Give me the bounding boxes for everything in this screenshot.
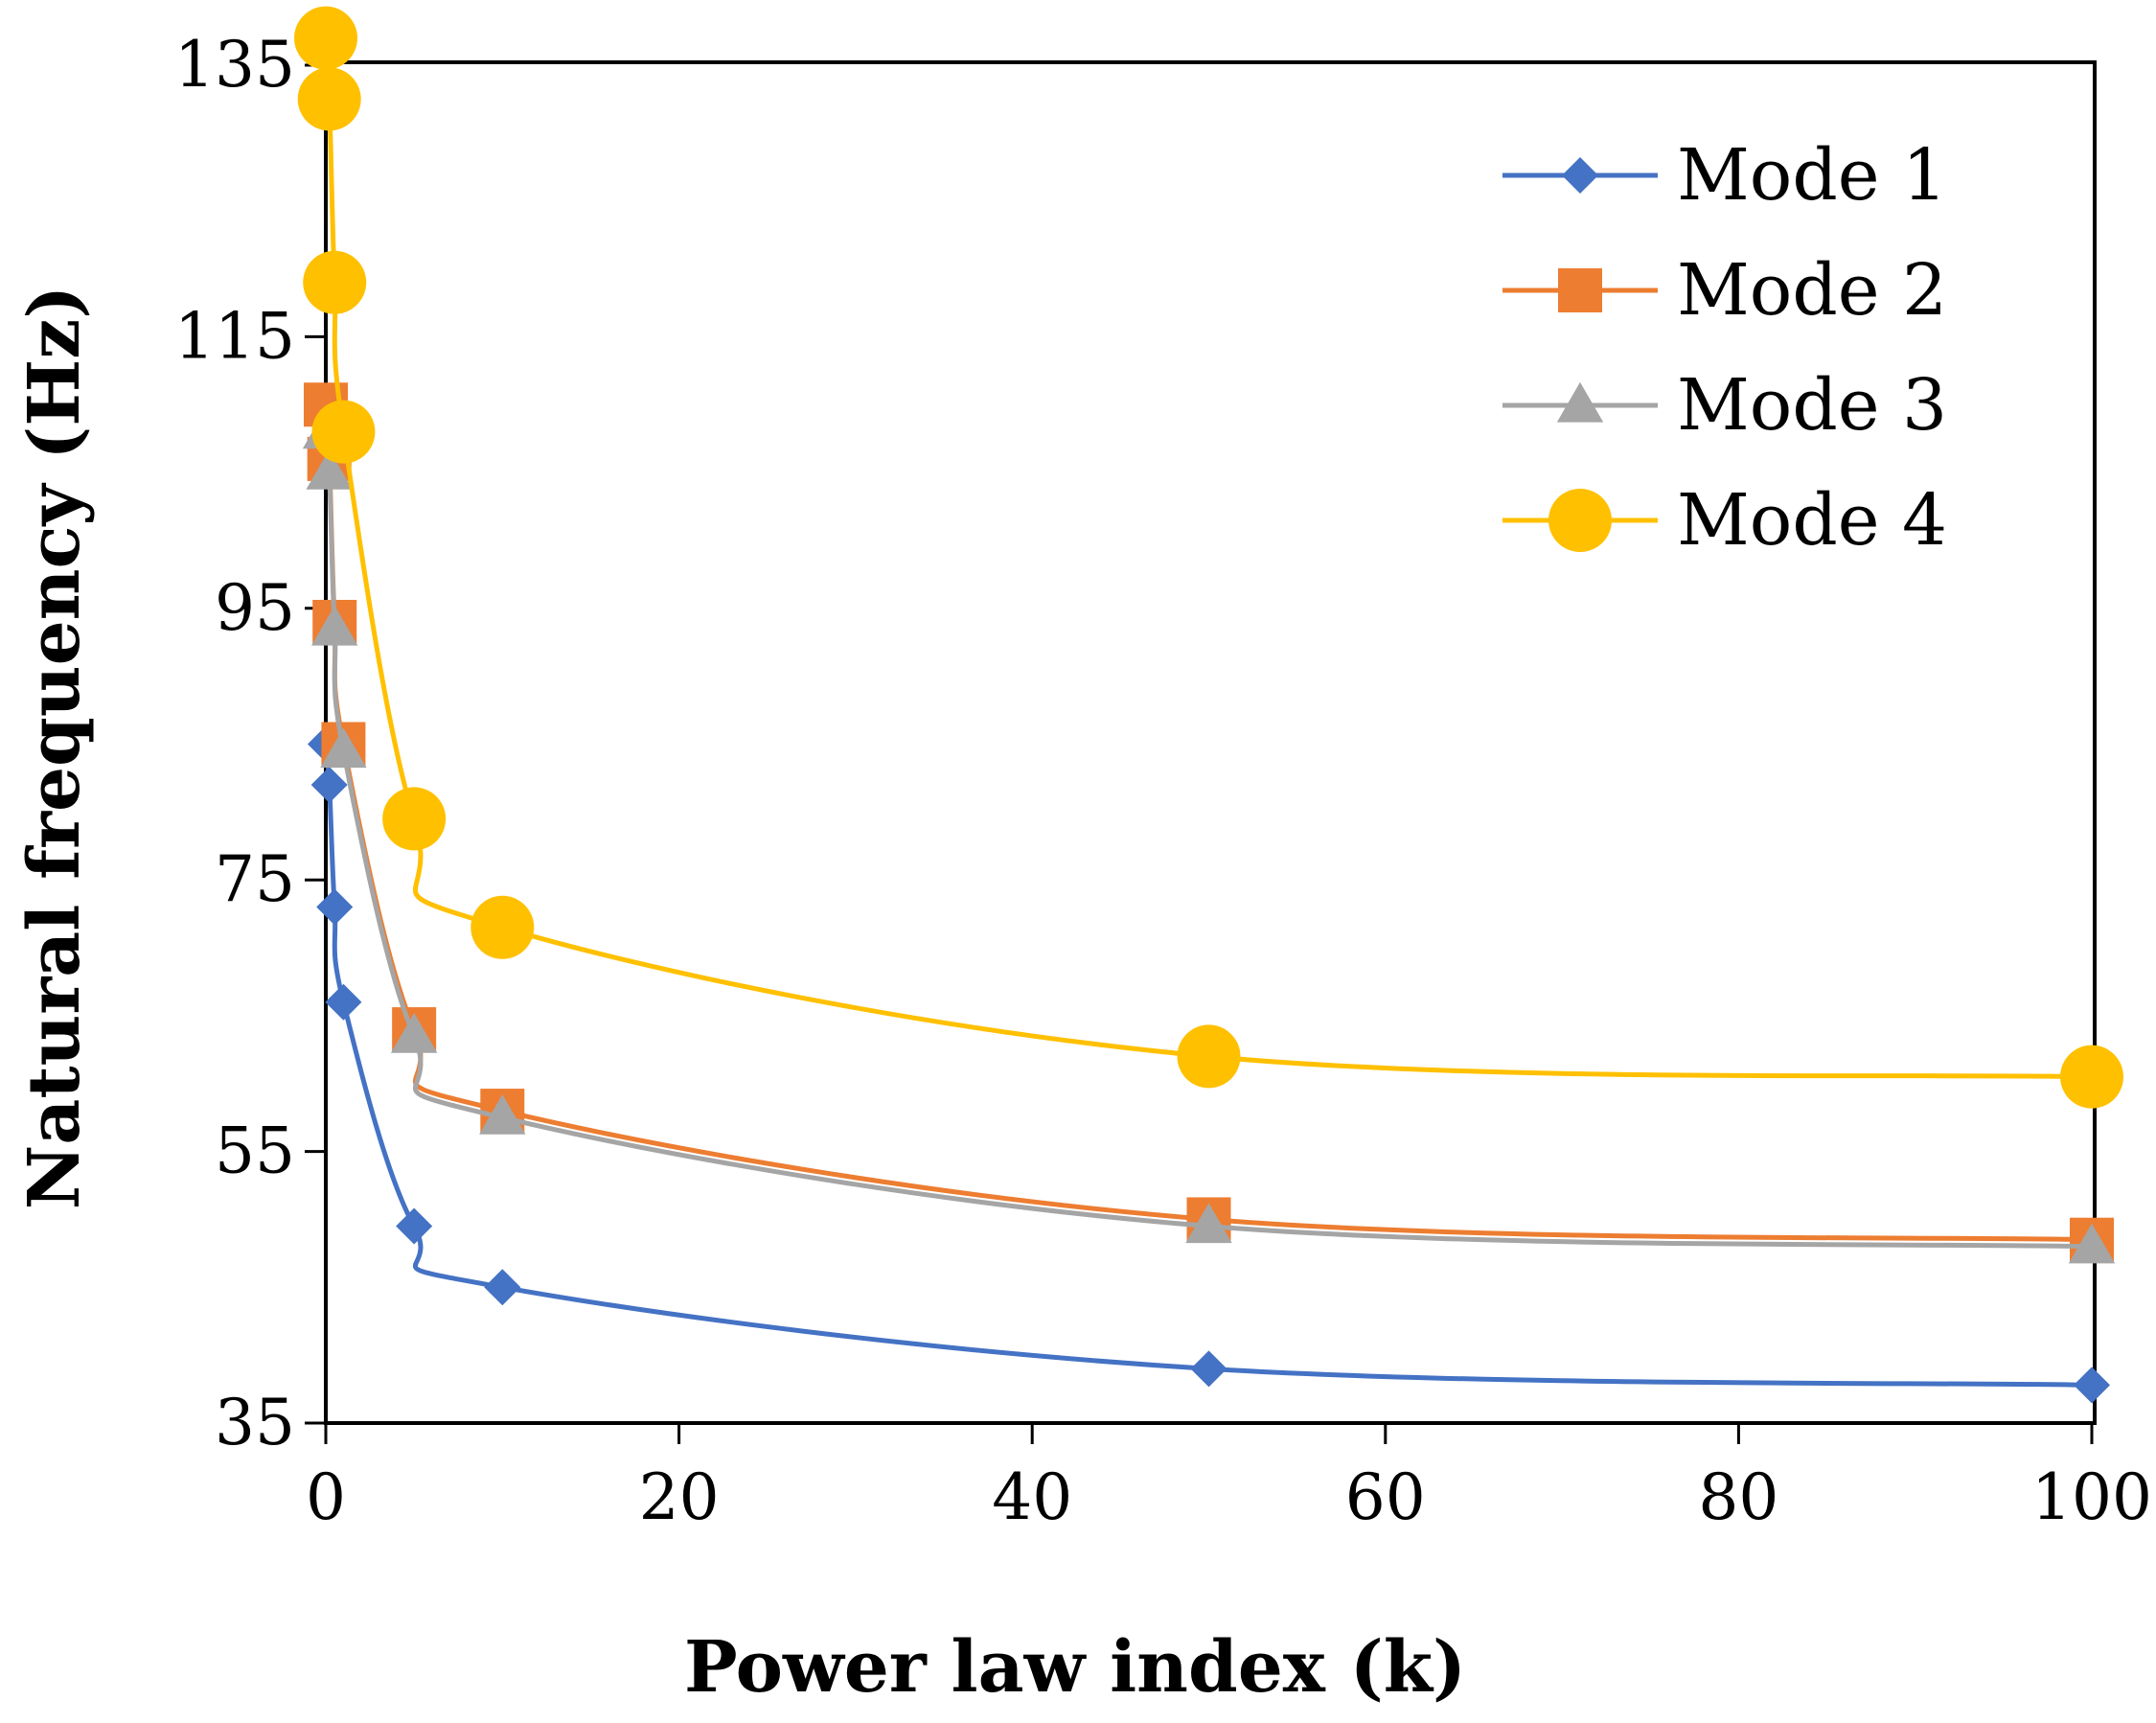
series-layer bbox=[294, 6, 2123, 1404]
y-tick-label: 115 bbox=[174, 299, 295, 373]
legend-item: Mode 3 bbox=[1502, 364, 1947, 447]
x-tick-label: 0 bbox=[306, 1460, 346, 1534]
y-tick-label: 135 bbox=[174, 28, 295, 102]
y-axis-ticks: 35 55 75 95 115 135 bbox=[174, 28, 326, 1459]
data-point-circle bbox=[303, 250, 367, 314]
x-tick-label: 80 bbox=[1698, 1460, 1778, 1534]
x-axis-title: Power law index (k) bbox=[684, 1626, 1466, 1709]
data-point-diamond bbox=[316, 888, 354, 926]
legend-marker-square bbox=[1558, 268, 1602, 312]
data-point-diamond bbox=[2074, 1367, 2110, 1404]
legend-item: Mode 2 bbox=[1502, 249, 1947, 332]
legend-label: Mode 4 bbox=[1677, 479, 1947, 562]
x-tick-label: 20 bbox=[639, 1460, 720, 1534]
y-tick-label: 95 bbox=[215, 571, 295, 645]
series-mode-3 bbox=[302, 408, 2116, 1264]
y-tick-label: 35 bbox=[215, 1386, 295, 1459]
data-point-triangle bbox=[390, 1012, 438, 1053]
data-point-triangle bbox=[320, 727, 367, 769]
data-point-circle bbox=[470, 895, 535, 959]
data-point-diamond bbox=[396, 1207, 433, 1245]
x-tick-label: 100 bbox=[2031, 1460, 2152, 1534]
x-tick-label: 40 bbox=[992, 1460, 1072, 1534]
y-tick-label: 75 bbox=[215, 842, 295, 916]
legend-marker-diamond bbox=[1562, 157, 1598, 194]
legend-marker-triangle bbox=[1556, 381, 1604, 423]
legend-label: Mode 1 bbox=[1677, 134, 1947, 217]
data-point-circle bbox=[311, 400, 376, 464]
data-point-circle bbox=[382, 787, 447, 851]
legend-item: Mode 4 bbox=[1502, 479, 1947, 562]
data-point-circle bbox=[297, 67, 361, 131]
series-mode-4 bbox=[294, 6, 2123, 1109]
legend-label: Mode 3 bbox=[1677, 364, 1947, 447]
legend-item: Mode 1 bbox=[1502, 134, 1947, 217]
legend: Mode 1 Mode 2 Mode 3 Mode 4 bbox=[1502, 134, 1947, 562]
data-point-triangle bbox=[2068, 1223, 2116, 1264]
y-axis-title: Natural frequency (Hz) bbox=[13, 286, 96, 1210]
legend-label: Mode 2 bbox=[1677, 249, 1947, 332]
data-point-diamond bbox=[310, 767, 348, 804]
data-point-circle bbox=[2060, 1045, 2123, 1109]
data-point-triangle bbox=[306, 448, 353, 490]
data-point-diamond bbox=[1190, 1350, 1227, 1388]
y-tick-label: 55 bbox=[215, 1114, 295, 1188]
data-point-triangle bbox=[479, 1093, 526, 1135]
data-point-triangle bbox=[1185, 1203, 1232, 1244]
plot-area bbox=[324, 60, 2097, 1425]
data-point-circle bbox=[1177, 1024, 1241, 1089]
data-point-diamond bbox=[484, 1269, 521, 1306]
x-tick-label: 60 bbox=[1345, 1460, 1426, 1534]
x-axis-ticks: 0 20 40 60 80 100 bbox=[306, 1423, 2152, 1534]
data-point-triangle bbox=[311, 605, 358, 646]
data-point-diamond bbox=[325, 983, 362, 1021]
legend-marker-circle bbox=[1548, 489, 1612, 552]
data-point-circle bbox=[294, 6, 357, 70]
